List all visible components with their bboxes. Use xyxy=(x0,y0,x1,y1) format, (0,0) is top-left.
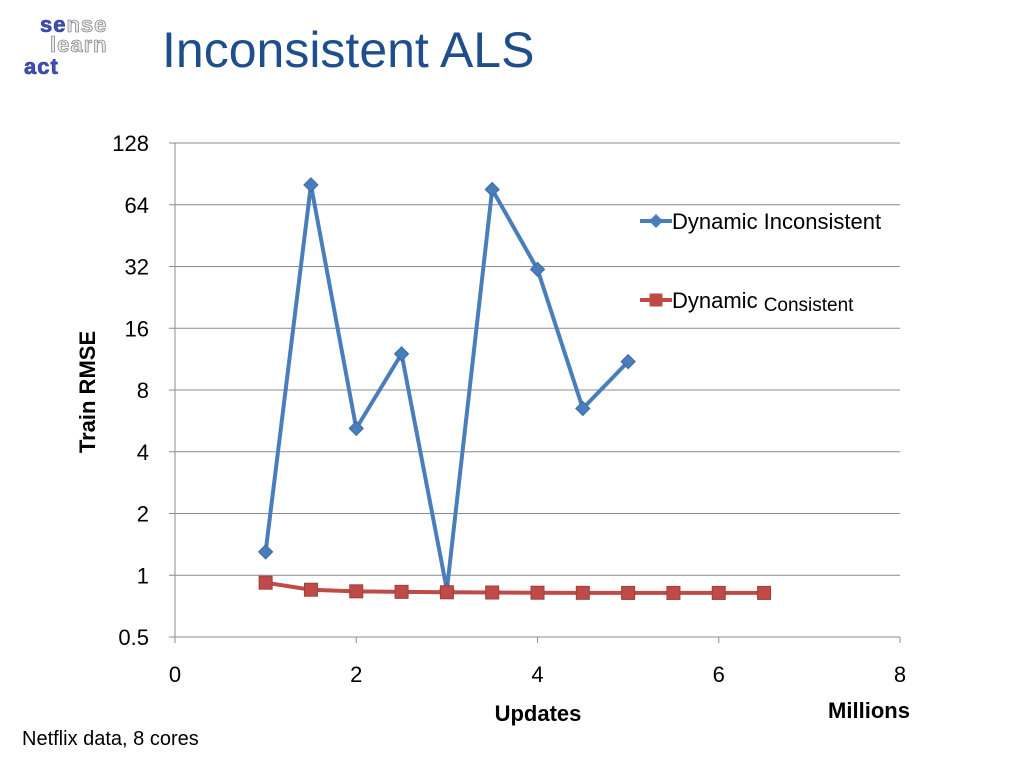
slide-title: Inconsistent ALS xyxy=(162,22,535,78)
y-tick-label: 4 xyxy=(137,440,149,465)
y-tick-label: 128 xyxy=(112,131,149,156)
data-point-diamond xyxy=(575,400,591,417)
data-point-square xyxy=(349,584,364,599)
x-tick-label: 2 xyxy=(350,662,362,687)
data-point-square xyxy=(757,585,772,600)
data-point-diamond xyxy=(303,177,319,193)
footnote: Netflix data, 8 cores xyxy=(22,728,199,750)
legend-label-dynamic-inconsistent: Dynamic Inconsistent xyxy=(672,209,881,234)
y-tick-label: 64 xyxy=(125,193,149,218)
logo-line-learn: learn xyxy=(50,32,108,57)
legend-marker-square xyxy=(649,293,663,307)
x-tick-label: 6 xyxy=(713,662,725,687)
legend-label-dynamic-consistent: Dynamic Consistent xyxy=(672,288,854,316)
data-point-square xyxy=(394,584,409,599)
y-tick-label: 2 xyxy=(137,502,149,527)
y-tick-label: 0.5 xyxy=(118,625,149,650)
data-point-square xyxy=(530,585,545,600)
data-point-square xyxy=(711,585,726,600)
x-axis-unit-label: Millions xyxy=(828,698,910,723)
data-point-diamond xyxy=(393,346,410,362)
data-point-diamond xyxy=(529,261,546,278)
series-markers xyxy=(257,177,772,600)
data-point-diamond xyxy=(620,353,636,370)
logo-line-sense: sense xyxy=(40,12,108,37)
x-tick-label: 8 xyxy=(894,662,906,687)
x-axis-label: Updates xyxy=(495,701,582,726)
data-point-square xyxy=(575,585,590,600)
data-point-diamond xyxy=(484,181,500,198)
y-tick-label: 1 xyxy=(137,563,149,588)
x-tick-label: 0 xyxy=(169,662,181,687)
sense-learn-act-logo: sense learn act xyxy=(22,12,132,94)
y-tick-label: 16 xyxy=(125,316,149,341)
data-point-square xyxy=(303,582,318,597)
data-point-square xyxy=(666,585,681,600)
legend-marker-diamond xyxy=(649,214,663,228)
y-tick-label: 8 xyxy=(137,378,149,403)
data-point-diamond xyxy=(257,544,274,560)
series-line-dynamic-consistent xyxy=(263,580,767,595)
x-tick-label: 4 xyxy=(531,662,543,687)
chart-legend: Dynamic Inconsistent Dynamic Consistent xyxy=(640,209,881,316)
data-point-square xyxy=(621,585,636,600)
series-lines xyxy=(263,182,767,595)
data-point-square xyxy=(258,575,273,590)
x-tick-labels: 0 2 4 6 8 xyxy=(169,662,906,687)
chart-axes xyxy=(174,143,901,643)
series-line-dynamic-inconsistent xyxy=(263,182,631,592)
y-axis-label: Train RMSE xyxy=(75,331,100,453)
logo-line-act: act xyxy=(24,54,59,79)
y-tick-labels: 0.5 1 2 4 8 16 32 64 128 xyxy=(112,131,149,650)
data-point-square xyxy=(439,585,454,600)
y-tick-label: 32 xyxy=(125,255,149,280)
data-point-square xyxy=(485,585,500,600)
data-point-diamond xyxy=(348,420,364,437)
